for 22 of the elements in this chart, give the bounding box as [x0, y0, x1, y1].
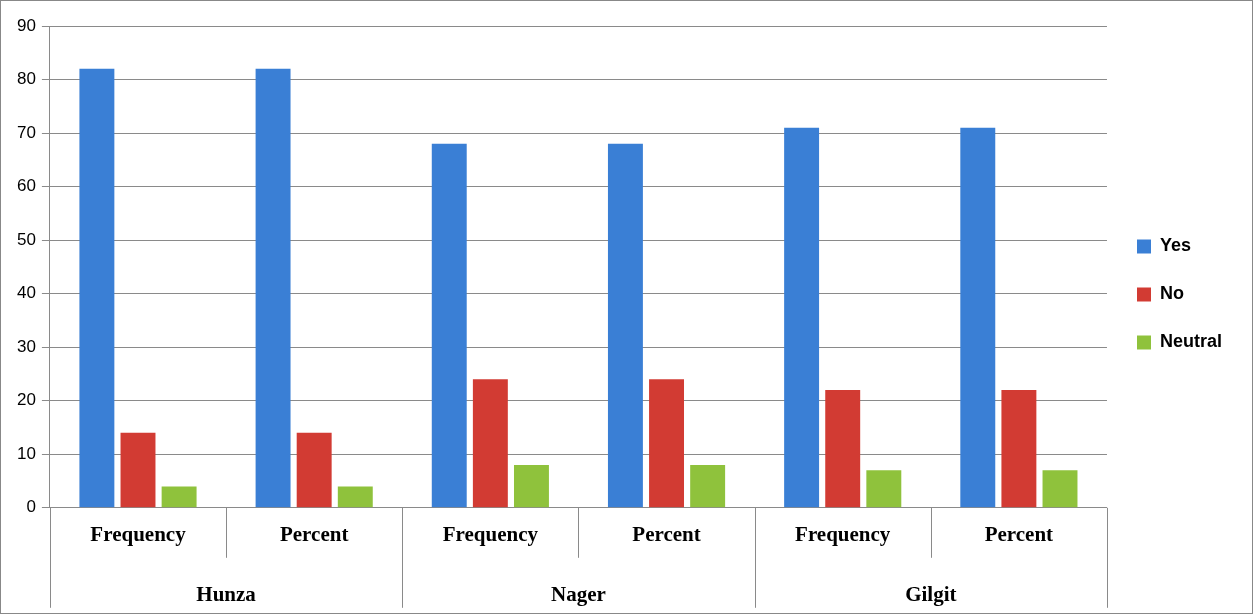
y-tick-label: 70	[16, 122, 36, 142]
y-tick-label: 90	[16, 15, 36, 35]
x-tick-label: Frequency	[442, 521, 539, 546]
y-tick-label: 50	[16, 229, 36, 249]
x-tick-label: Percent	[632, 521, 701, 546]
x-tick-label: Percent	[279, 521, 349, 546]
text: Hunza	[196, 582, 257, 607]
text: Gilgit	[905, 582, 957, 607]
legend-label: Neutral	[1159, 331, 1222, 352]
y-tick-label: 80	[16, 69, 36, 89]
y-tick-label: 0	[26, 497, 36, 517]
y-tick-label: 10	[16, 443, 36, 463]
legend-label: No	[1159, 283, 1184, 304]
legend-label: Yes	[1159, 235, 1192, 256]
y-tick-label: 20	[16, 390, 36, 410]
y-tick-label: 60	[16, 176, 36, 196]
text: Nager	[551, 582, 606, 607]
y-tick-label: 40	[16, 283, 36, 303]
x-tick-label: Frequency	[90, 521, 187, 546]
y-tick-label: 30	[16, 336, 36, 356]
x-tick-label: Frequency	[795, 521, 891, 546]
x-tick-label: Percent	[984, 521, 1054, 546]
